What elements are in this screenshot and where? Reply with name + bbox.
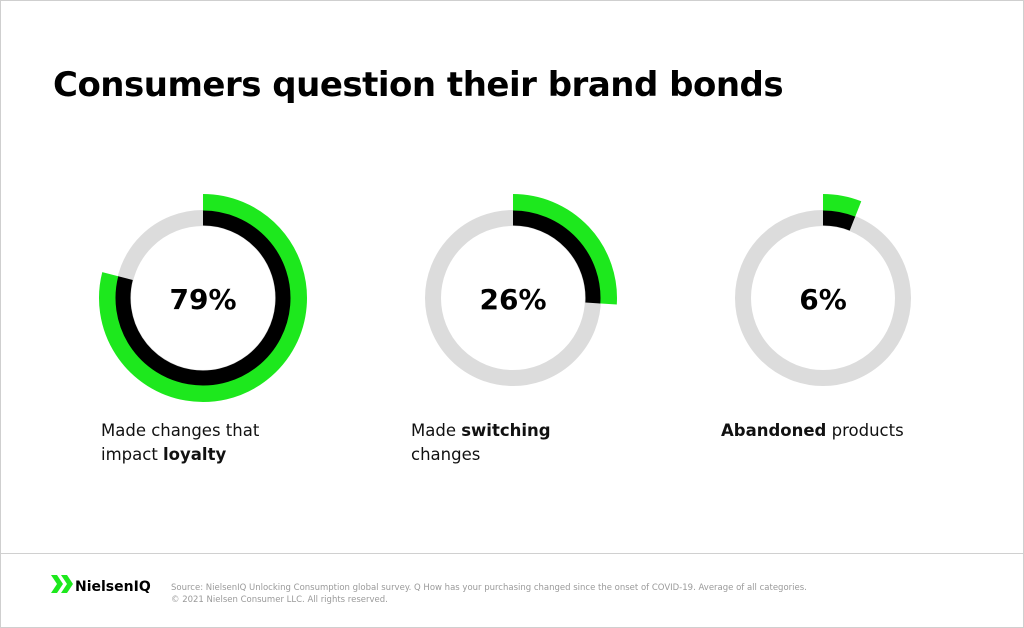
donut-outer-arc [99, 194, 307, 402]
footer-divider [1, 553, 1023, 554]
donut-arc [115, 210, 291, 386]
caption-part: switching [461, 421, 551, 440]
caption: Abandoned products [721, 419, 921, 443]
caption: Made switching changes [411, 419, 611, 467]
source: Source: NielsenIQ Unlocking Consumption … [171, 583, 807, 593]
caption: Made changes that impact loyalty [101, 419, 301, 467]
donut-outer-arc [512, 194, 617, 305]
donut-value-label: 6% [799, 283, 847, 316]
caption-part: loyalty [163, 445, 227, 464]
donut-value-label: 79% [169, 283, 236, 316]
logo-mark [51, 575, 73, 593]
donut-value-label: 26% [479, 283, 546, 316]
copyright: © 2021 Nielsen Consumer LLC. All rights … [171, 595, 388, 605]
caption-part: products [826, 421, 904, 440]
donut-arc [822, 210, 856, 231]
brand: NielsenIQ [75, 579, 151, 595]
caption-part: changes [411, 421, 556, 464]
title: Consumers question their brand bonds [53, 65, 784, 105]
caption-part: Abandoned [721, 421, 827, 440]
caption-part: Made changes that impact [101, 421, 265, 464]
caption-part: Made [411, 421, 462, 440]
donut-outer-arc [822, 194, 862, 219]
donut-arc [512, 210, 601, 304]
